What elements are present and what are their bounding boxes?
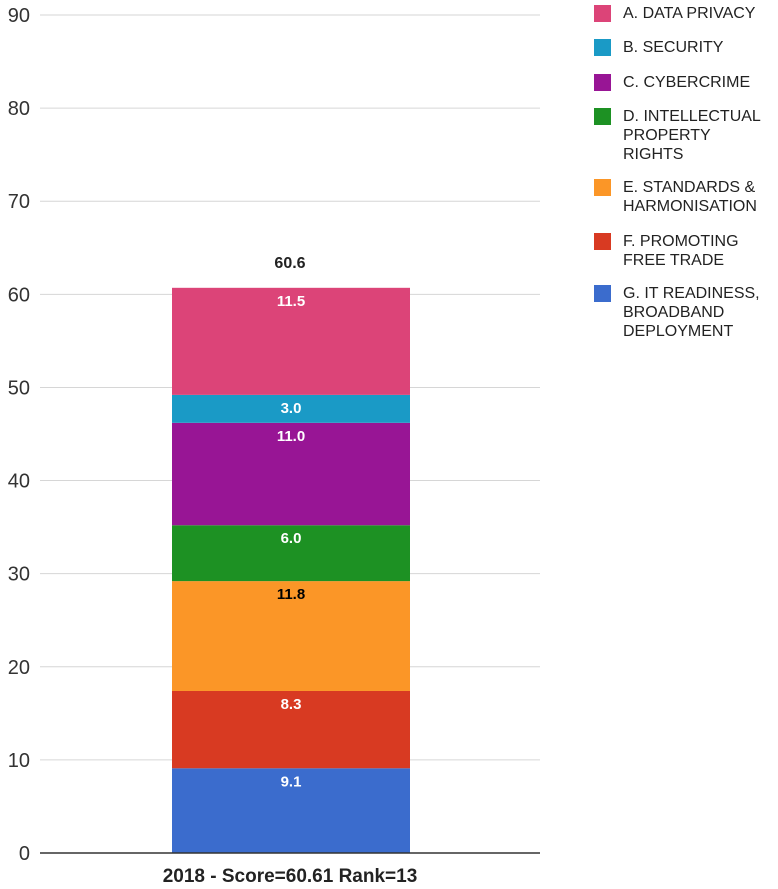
data-label: 11.8 [277, 586, 305, 603]
bar-segment[interactable] [172, 690, 410, 769]
y-tick-label: 30 [8, 564, 30, 586]
legend-swatch [594, 108, 611, 125]
y-tick-label: 60 [8, 284, 30, 306]
legend-item-free-trade[interactable]: F. PROMOTING FREE TRADE [594, 232, 773, 270]
y-tick-label: 50 [8, 377, 30, 399]
y-tick-label: 40 [8, 471, 30, 493]
legend-item-standards[interactable]: E. STANDARDS & HARMONISATION [594, 178, 773, 216]
y-tick-label: 70 [8, 191, 30, 213]
legend-label: D. INTELLECTUAL PROPERTY RIGHTS [623, 108, 761, 163]
y-axis-tick-labels: 0 10 20 30 40 50 60 70 80 90 [8, 5, 30, 865]
data-label: 11.5 [277, 293, 305, 310]
bar-segment[interactable] [172, 525, 410, 582]
data-label: 9.1 [281, 773, 302, 790]
bar-segment[interactable] [172, 422, 410, 526]
data-labels: 9.1 8.3 11.8 6.0 11.0 3.0 11.5 [277, 293, 305, 790]
data-label: 8.3 [281, 696, 302, 713]
bar-segments [172, 287, 410, 853]
legend-item-security[interactable]: B. SECURITY [594, 38, 773, 57]
x-axis-category-label: 2018 - Score=60.61 Rank=13 [163, 866, 418, 887]
legend-label: G. IT READINESS, BROADBAND DEPLOYMENT [623, 285, 760, 340]
y-tick-label: 10 [8, 750, 30, 772]
bar-segment[interactable] [172, 394, 410, 423]
legend-item-it-readiness[interactable]: G. IT READINESS, BROADBAND DEPLOYMENT [594, 284, 773, 341]
data-label: 6.0 [281, 530, 302, 547]
y-tick-label: 80 [8, 98, 30, 120]
legend-swatch [594, 285, 611, 302]
legend-label: E. STANDARDS & HARMONISATION [623, 179, 757, 215]
legend-swatch [594, 5, 611, 22]
legend-item-cybercrime[interactable]: C. CYBERCRIME [594, 73, 773, 92]
total-value-label: 60.6 [274, 255, 305, 272]
bar-segment[interactable] [172, 768, 410, 853]
legend-swatch [594, 233, 611, 250]
y-tick-label: 90 [8, 5, 30, 27]
legend-label: F. PROMOTING FREE TRADE [623, 233, 739, 269]
legend-label: B. SECURITY [623, 39, 724, 56]
data-label: 11.0 [277, 428, 305, 445]
legend-item-data-privacy[interactable]: A. DATA PRIVACY [594, 4, 773, 23]
legend-swatch [594, 39, 611, 56]
legend-label: C. CYBERCRIME [623, 74, 751, 91]
y-tick-label: 20 [8, 657, 30, 679]
legend-swatch [594, 74, 611, 91]
bar-segment[interactable] [172, 287, 410, 395]
y-tick-label: 0 [19, 843, 30, 865]
legend-item-intellectual-property[interactable]: D. INTELLECTUAL PROPERTY RIGHTS [594, 107, 773, 164]
legend-label: A. DATA PRIVACY [623, 5, 756, 22]
data-label: 3.0 [281, 400, 302, 417]
bar-segment[interactable] [172, 581, 410, 691]
legend-swatch [594, 179, 611, 196]
